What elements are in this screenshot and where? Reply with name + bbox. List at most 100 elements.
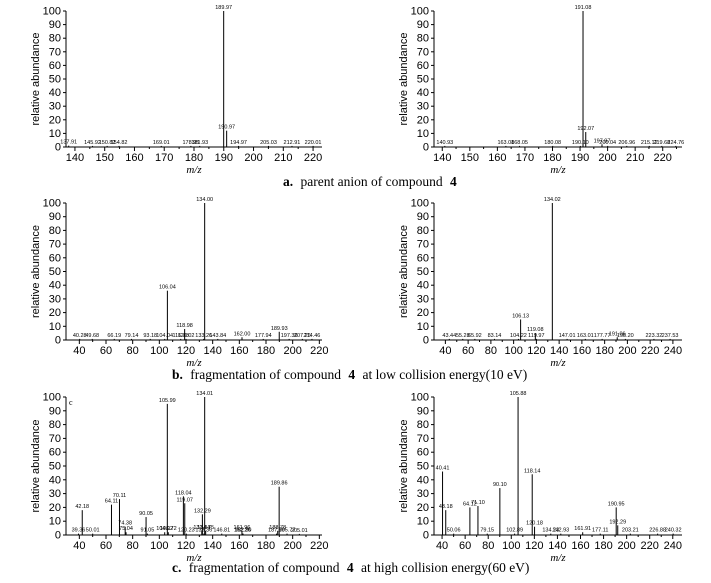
peak-label: 195.77	[279, 528, 296, 534]
x-tick-label: 160	[125, 152, 143, 164]
peak-label: 133.36	[195, 528, 212, 534]
x-tick-label: 200	[617, 540, 635, 552]
y-tick-label: 50	[417, 74, 429, 86]
peak-label: 134.75	[197, 525, 214, 531]
x-tick-label: 100	[150, 540, 168, 552]
y-tick-label: 100	[43, 198, 61, 210]
y-tick-label: 90	[49, 211, 61, 223]
peak-label: 190.95	[608, 501, 625, 507]
y-tick-label: 100	[411, 198, 429, 210]
peak-label: 105.88	[510, 391, 527, 397]
y-tick-label: 40	[49, 280, 61, 292]
y-tick-label: 100	[43, 392, 61, 404]
y-tick-label: 40	[49, 474, 61, 486]
peak-label: 119.08	[527, 327, 543, 333]
x-tick-label: 160	[571, 540, 589, 552]
peak-label: 71.10	[471, 500, 485, 506]
x-tick-label: 140	[433, 152, 451, 164]
peak-label: 105.99	[159, 398, 176, 404]
y-tick-label: 10	[49, 516, 61, 528]
peak-label: 189.93	[271, 326, 288, 332]
peak-label: 181.93	[191, 140, 208, 146]
peak-label: 191.06	[609, 331, 626, 337]
y-tick-label: 70	[49, 46, 61, 58]
y-tick-label: 80	[417, 225, 429, 237]
x-axis-label: m/z	[550, 357, 566, 369]
y-tick-label: 20	[417, 307, 429, 319]
peak-label: 79.15	[480, 528, 494, 534]
y-tick-label: 30	[49, 101, 61, 113]
y-tick-label: 40	[49, 87, 61, 99]
x-axis-label: m/z	[186, 552, 202, 564]
x-tick-label: 60	[100, 345, 112, 357]
peak-label: 200.04	[599, 140, 616, 146]
peak-label: 146.81	[213, 528, 230, 534]
x-tick-label: 140	[203, 345, 221, 357]
x-tick-label: 220	[654, 152, 672, 164]
x-tick-label: 190	[215, 152, 233, 164]
y-tick-label: 0	[55, 335, 61, 347]
peak-label: 132.29	[194, 508, 211, 514]
y-tick-label: 80	[49, 225, 61, 237]
x-axis-label: m/z	[186, 357, 202, 369]
x-tick-label: 210	[274, 152, 292, 164]
peak-label: 198.20	[617, 333, 634, 339]
peak-label: 154.82	[111, 140, 128, 146]
peak-label: 163.01	[577, 333, 594, 339]
peak-label: 163.08	[497, 140, 514, 146]
x-tick-label: 160	[230, 540, 248, 552]
peak-label: 50.01	[86, 528, 100, 534]
peak-label: 134.23	[542, 528, 559, 534]
peak-label: 219.68	[653, 140, 670, 146]
y-tick-label: 60	[417, 60, 429, 72]
peak-label: 90.05	[139, 511, 153, 517]
peak-label: 83.14	[488, 333, 502, 339]
peak-label: 75.04	[119, 526, 133, 532]
x-tick-label: 220	[641, 540, 659, 552]
y-tick-label: 30	[49, 488, 61, 500]
y-tick-label: 100	[411, 392, 429, 404]
peak-label: 118.98	[176, 323, 192, 329]
peak-label: 205.01	[291, 528, 308, 534]
y-tick-label: 30	[49, 293, 61, 305]
peak-label: 116.03	[172, 333, 188, 339]
peak-label: 106.13	[512, 313, 529, 319]
y-tick-label: 50	[417, 461, 429, 473]
x-tick-label: 140	[66, 152, 84, 164]
peak-label: 104.02	[156, 526, 173, 532]
peak-label: 137.91	[60, 140, 77, 146]
y-tick-label: 60	[417, 252, 429, 264]
peak-label: 177.77	[594, 333, 611, 339]
peak-label: 194.97	[230, 140, 247, 146]
peak-label: 50.06	[447, 528, 461, 534]
peak-label: 79.14	[125, 333, 139, 339]
x-tick-label: 120	[525, 540, 543, 552]
x-tick-label: 140	[203, 540, 221, 552]
y-tick-label: 0	[55, 142, 61, 154]
peak-label: 90.10	[493, 482, 507, 488]
peak-label: 91.05	[141, 528, 155, 534]
x-tick-label: 180	[257, 540, 275, 552]
peak-label: 203.21	[622, 528, 639, 534]
caption-b: b. fragmentation of compound 4 at low co…	[172, 367, 527, 382]
y-tick-label: 20	[49, 114, 61, 126]
y-tick-label: 10	[49, 321, 61, 333]
peak-label: 147.01	[559, 333, 576, 339]
x-tick-label: 150	[461, 152, 479, 164]
peak-label: 104.04	[156, 333, 173, 339]
y-axis-label: relative abundance	[398, 33, 410, 126]
peak-label: 120.23	[178, 528, 195, 534]
peak-label: 42.18	[75, 504, 89, 510]
x-tick-label: 120	[177, 345, 195, 357]
peak-label: 55.28	[456, 333, 470, 339]
y-tick-label: 60	[417, 447, 429, 459]
peak-label: 104.22	[510, 333, 527, 339]
y-tick-label: 90	[417, 405, 429, 417]
peak-label: 197.97	[594, 138, 611, 144]
peak-label: 226.88	[649, 528, 666, 534]
x-tick-label: 170	[155, 152, 173, 164]
peak-label: 43.44	[442, 333, 456, 339]
peak-label: 212.91	[284, 140, 301, 146]
